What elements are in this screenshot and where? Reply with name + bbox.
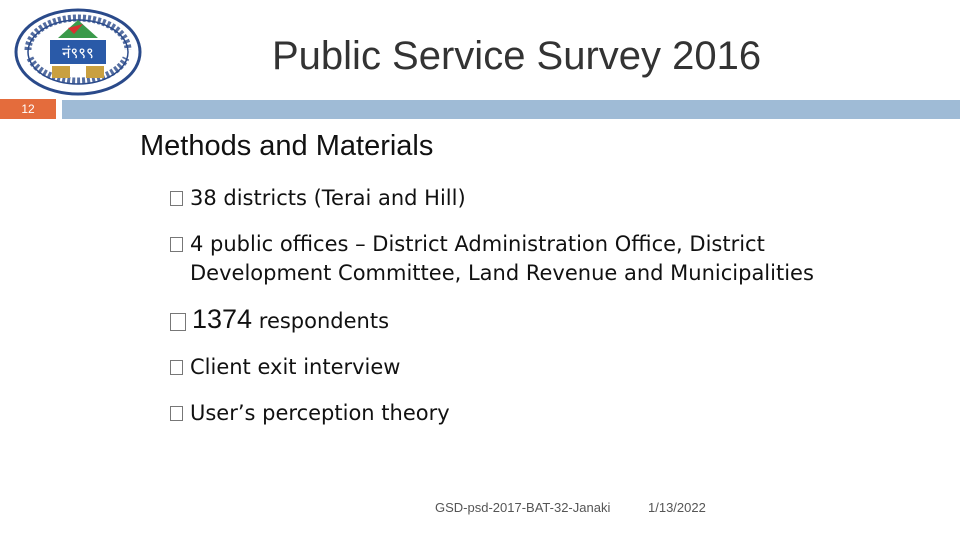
bullet-box-icon (170, 313, 186, 331)
bullet-box-icon (170, 237, 183, 252)
bullet-item: 38 districts (Terai and Hill) (170, 184, 820, 213)
bullet-text: respondents (258, 309, 390, 333)
bullet-item: User’s perception theory (170, 399, 820, 428)
college-logo: नं९९९ (14, 8, 142, 96)
footer-reference: GSD-psd-2017-BAT-32-Janaki (435, 500, 611, 515)
bullet-text: 4 public offices – District Administrati… (190, 232, 814, 285)
bullet-box-icon (170, 360, 183, 375)
bullet-text: 38 districts (Terai and Hill) (190, 186, 466, 210)
bullet-item: 4 public offices – District Administrati… (170, 230, 820, 288)
bullet-list: 38 districts (Terai and Hill) 4 public o… (170, 184, 820, 445)
bullet-item: 1374 respondents (170, 305, 820, 336)
logo-center-text: नं९९९ (62, 44, 94, 62)
slide-number: 12 (0, 99, 56, 119)
header-band (62, 100, 960, 119)
section-heading: Methods and Materials (140, 130, 434, 162)
footer-date: 1/13/2022 (648, 500, 706, 515)
respondent-count: 1374 (192, 304, 253, 334)
bullet-box-icon (170, 191, 183, 206)
bullet-box-icon (170, 406, 183, 421)
slide-title: Public Service Survey 2016 (272, 34, 762, 78)
bullet-text: Client exit interview (190, 355, 401, 379)
bullet-item: Client exit interview (170, 353, 820, 382)
bullet-text: User’s perception theory (190, 401, 450, 425)
